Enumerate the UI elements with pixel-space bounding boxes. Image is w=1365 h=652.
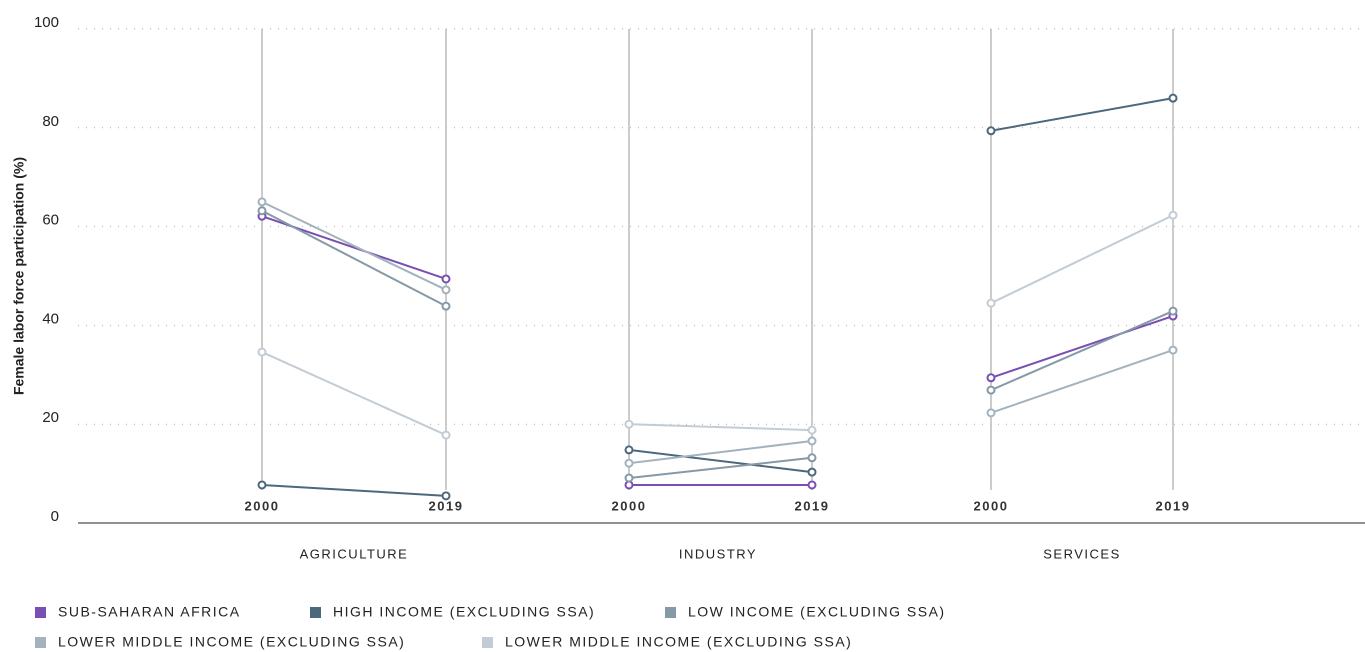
legend-swatch [482, 637, 493, 648]
y-axis-label: Female labor force participation (%) [11, 157, 27, 395]
group-label: SERVICES [1043, 546, 1121, 561]
x-tick-label: 2000 [974, 498, 1009, 513]
legend-label: LOWER MIDDLE INCOME (EXCLUDING SSA) [505, 634, 852, 650]
legend-swatch [35, 607, 46, 618]
data-point [807, 425, 817, 435]
data-point [441, 274, 451, 284]
series-line [628, 423, 813, 432]
data-point [1168, 345, 1178, 355]
series-line [261, 209, 447, 308]
data-point [624, 473, 634, 483]
series-line [990, 315, 1174, 379]
data-point [624, 445, 634, 455]
series-line [990, 214, 1174, 305]
x-tick-label: 2019 [429, 498, 464, 513]
data-point [441, 285, 451, 295]
y-tick-label: 40 [42, 310, 59, 327]
data-point [257, 206, 267, 216]
series-line [990, 310, 1174, 392]
data-point [624, 419, 634, 429]
data-point [807, 453, 817, 463]
y-tick-label: 0 [51, 508, 59, 525]
series-line [261, 351, 447, 436]
series-line [261, 200, 447, 291]
legend-swatch [35, 637, 46, 648]
legend-label: HIGH INCOME (EXCLUDING SSA) [333, 604, 595, 620]
data-point [986, 408, 996, 418]
legend-label: SUB-SAHARAN AFRICA [58, 604, 241, 620]
group-label: AGRICULTURE [300, 546, 409, 561]
data-point [1168, 93, 1178, 103]
y-tick-label: 80 [42, 113, 59, 130]
x-tick-label: 2000 [612, 498, 647, 513]
data-point [257, 197, 267, 207]
data-point [624, 458, 634, 468]
group-label: INDUSTRY [679, 546, 757, 561]
legend-swatch [310, 607, 321, 618]
data-point [807, 436, 817, 446]
series-line [628, 456, 813, 480]
y-tick-label: 100 [34, 14, 59, 31]
series-line [990, 97, 1174, 132]
series-line [628, 448, 813, 474]
data-point [986, 373, 996, 383]
data-point [986, 126, 996, 136]
y-tick-label: 20 [42, 409, 59, 426]
data-point [441, 430, 451, 440]
legend-swatch [665, 607, 676, 618]
series-line [628, 440, 813, 465]
data-point [257, 347, 267, 357]
series-line [261, 483, 447, 497]
data-point [441, 301, 451, 311]
x-tick-label: 2019 [795, 498, 830, 513]
data-point [441, 491, 451, 501]
x-tick-label: 2019 [1156, 498, 1191, 513]
data-point [986, 298, 996, 308]
x-tick-label: 2000 [245, 498, 280, 513]
series-line [990, 349, 1174, 414]
data-point [1168, 210, 1178, 220]
y-tick-label: 60 [42, 212, 59, 229]
legend-label: LOWER MIDDLE INCOME (EXCLUDING SSA) [58, 634, 405, 650]
data-point [986, 385, 996, 395]
legend-label: LOW INCOME (EXCLUDING SSA) [688, 604, 946, 620]
data-point [807, 480, 817, 490]
data-point [257, 480, 267, 490]
data-point [807, 467, 817, 477]
data-point [1168, 306, 1178, 316]
